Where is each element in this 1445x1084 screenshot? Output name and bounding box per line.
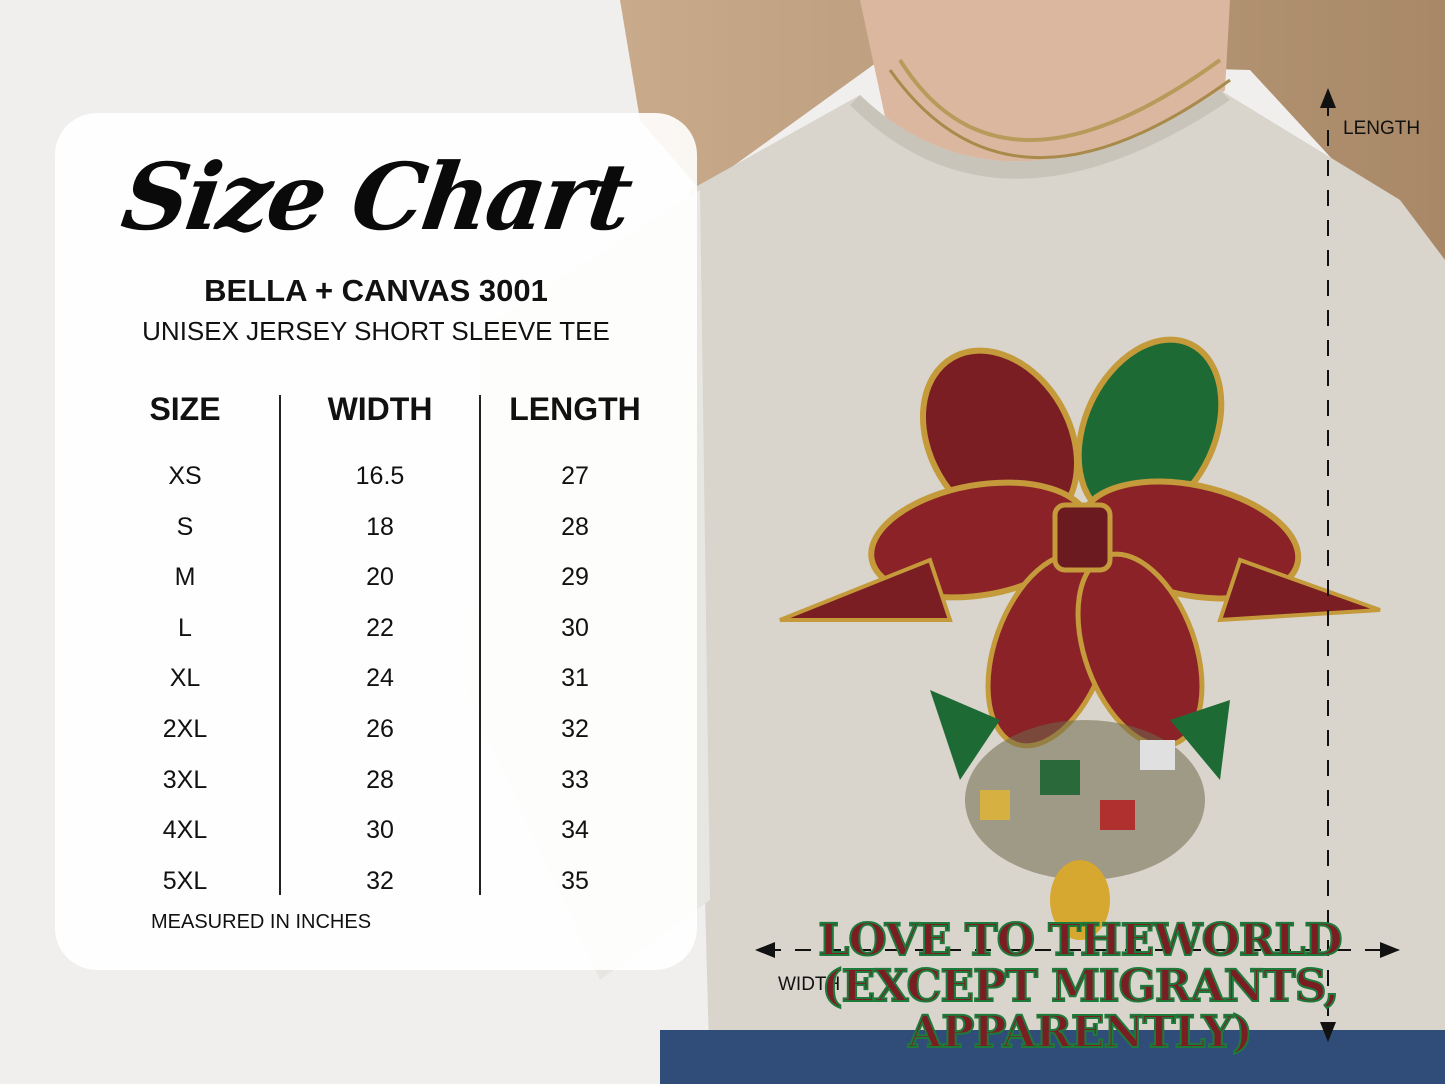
jeans bbox=[660, 1030, 1445, 1084]
slogan-line: (EXCEPT MIGRANTS, bbox=[821, 961, 1340, 1012]
width-measure-line bbox=[755, 942, 1400, 958]
slogan-line: LOVE TO THEWORLD bbox=[817, 915, 1343, 966]
width-cell: 30 bbox=[366, 816, 394, 845]
size-cell: 5XL bbox=[162, 866, 208, 895]
width-cell: 28 bbox=[366, 765, 394, 794]
product-name: UNISEX JERSEY SHORT SLEEVE TEE bbox=[142, 316, 610, 346]
length-cell: 28 bbox=[561, 512, 589, 541]
arrow-left-icon bbox=[755, 942, 775, 958]
size-cell: 4XL bbox=[162, 816, 208, 845]
shirt-slogan: LOVE TO THEWORLD (EXCEPT MIGRANTS, APPAR… bbox=[760, 915, 1400, 1058]
size-chart-title: Size Chart bbox=[115, 143, 637, 251]
size-cell: L bbox=[178, 613, 192, 642]
column-divider bbox=[279, 395, 281, 895]
column-header: LENGTH bbox=[509, 391, 641, 427]
slogan-line: APPARENTLY) bbox=[907, 1007, 1254, 1058]
column-header: WIDTH bbox=[327, 391, 433, 427]
arrow-up-icon bbox=[1320, 88, 1336, 108]
length-cell: 30 bbox=[561, 613, 589, 642]
width-cell: 24 bbox=[366, 664, 394, 693]
size-chart-panel: Size Chart BELLA + CANVAS 3001 UNISEX JE… bbox=[55, 113, 697, 970]
length-cell: 35 bbox=[561, 866, 589, 895]
width-label: WIDTH bbox=[778, 974, 841, 995]
arrow-right-icon bbox=[1380, 942, 1400, 958]
bow-graphic bbox=[779, 336, 1381, 940]
arrow-down-icon bbox=[1320, 1022, 1336, 1042]
size-cell: 3XL bbox=[162, 765, 208, 794]
length-cell: 27 bbox=[561, 462, 589, 490]
width-cell: 16.5 bbox=[355, 462, 405, 490]
width-cell: 20 bbox=[366, 563, 394, 592]
length-cell: 33 bbox=[561, 765, 589, 794]
size-column: SIZE XS S M L XL 2XL 3XL 4XL 5XL bbox=[85, 391, 285, 906]
column-divider bbox=[479, 395, 481, 895]
width-cell: 32 bbox=[366, 866, 394, 895]
length-cell: 34 bbox=[561, 816, 589, 845]
size-cell: XL bbox=[169, 664, 201, 693]
column-header: SIZE bbox=[149, 391, 221, 427]
size-cell: S bbox=[176, 512, 194, 541]
size-cell: 2XL bbox=[162, 714, 208, 743]
size-cell: XS bbox=[168, 462, 202, 490]
size-cell: M bbox=[174, 563, 196, 592]
measurement-note: MEASURED IN INCHES bbox=[151, 911, 372, 933]
length-measure-line bbox=[1320, 88, 1336, 1042]
length-column: LENGTH 27 28 29 30 31 32 33 34 35 bbox=[475, 391, 675, 906]
width-column: WIDTH 16.5 18 20 22 24 26 28 30 32 bbox=[280, 391, 480, 906]
width-cell: 18 bbox=[366, 512, 394, 541]
width-cell: 26 bbox=[366, 714, 394, 743]
length-cell: 29 bbox=[561, 563, 589, 592]
brand-model: BELLA + CANVAS 3001 bbox=[204, 273, 548, 308]
width-cell: 22 bbox=[366, 613, 394, 642]
hair bbox=[620, 0, 1445, 260]
length-label: LENGTH bbox=[1343, 118, 1421, 139]
length-cell: 32 bbox=[561, 714, 589, 743]
length-cell: 31 bbox=[561, 664, 589, 693]
